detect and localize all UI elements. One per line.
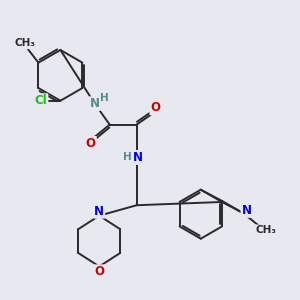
Text: N: N: [94, 205, 104, 218]
Text: O: O: [86, 137, 96, 150]
Text: H: H: [123, 152, 131, 163]
Text: Cl: Cl: [34, 94, 47, 107]
Text: N: N: [242, 204, 251, 217]
Text: CH₃: CH₃: [255, 225, 276, 235]
Text: N: N: [90, 97, 100, 110]
Text: H: H: [100, 93, 109, 103]
Text: N: N: [133, 151, 143, 164]
Text: CH₃: CH₃: [14, 38, 35, 48]
Text: O: O: [150, 101, 161, 114]
Text: O: O: [94, 265, 104, 278]
